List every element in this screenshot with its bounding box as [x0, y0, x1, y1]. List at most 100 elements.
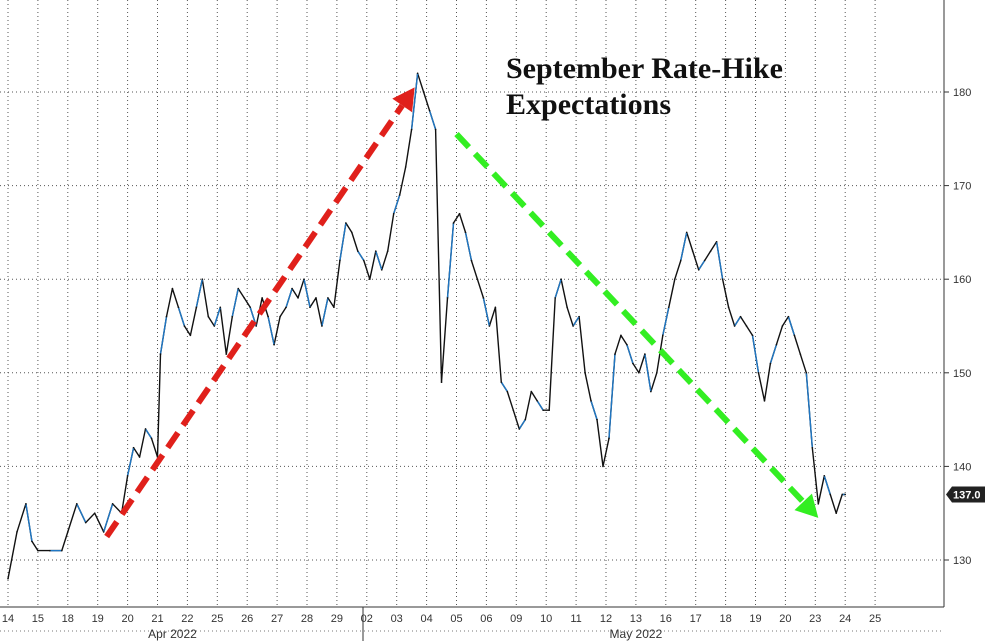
series-segment: [787, 316, 796, 336]
series-point: [566, 306, 568, 309]
series-segment: [76, 503, 87, 523]
series-point: [656, 372, 658, 374]
trend-arrow-shaft: [104, 103, 405, 539]
series-point: [16, 531, 18, 533]
x-tick-label: 15: [32, 613, 44, 625]
series-segment: [267, 316, 275, 345]
series-point: [404, 166, 407, 168]
series-segment: [213, 307, 221, 327]
series-segment: [518, 419, 526, 430]
series-point: [150, 437, 153, 440]
series-segment: [339, 222, 347, 261]
y-tick-label: 140: [953, 461, 971, 473]
series-point: [703, 259, 706, 262]
series-segment: [608, 354, 616, 439]
series-point: [351, 231, 353, 234]
series-point: [745, 325, 748, 327]
x-tick-label: 21: [151, 613, 163, 625]
x-tick-label: 27: [271, 613, 283, 625]
series-segment: [159, 316, 168, 355]
x-tick-label: 06: [480, 613, 492, 625]
series-point: [61, 549, 63, 552]
series-point: [279, 315, 281, 318]
series-point: [446, 297, 449, 299]
grid-lines: [0, 0, 944, 607]
series-point: [440, 381, 443, 383]
series-point: [363, 259, 365, 262]
series-line: [7, 72, 846, 580]
x-tick-label: 13: [630, 613, 642, 625]
x-tick-label: 29: [331, 613, 343, 625]
x-tick-label: 14: [2, 613, 14, 625]
series-point: [84, 521, 87, 524]
series-segment: [500, 381, 508, 392]
series-segment: [25, 503, 33, 542]
series-point: [327, 297, 329, 299]
series-point: [213, 325, 216, 327]
series-point: [512, 409, 515, 412]
series-segment: [126, 447, 135, 476]
month-label: May 2022: [610, 627, 663, 641]
series-point: [841, 493, 844, 496]
y-tick-label: 170: [953, 181, 971, 193]
y-tick-label: 130: [953, 555, 971, 567]
series-point: [620, 334, 622, 337]
series-point: [650, 390, 652, 393]
series-point: [368, 278, 371, 281]
series-point: [697, 269, 700, 271]
series-point: [751, 334, 754, 337]
series-point: [548, 409, 550, 412]
series-point: [632, 362, 634, 365]
series-point: [231, 315, 234, 318]
series-point: [679, 259, 682, 262]
series-point: [667, 306, 670, 309]
series-point: [662, 334, 664, 337]
series-point: [578, 315, 580, 318]
series-point: [739, 315, 742, 318]
x-tick-label: 11: [570, 613, 581, 625]
series-point: [303, 278, 305, 281]
series-point: [638, 372, 640, 374]
series-point: [144, 428, 147, 430]
chart-title: September Rate-Hike Expectations: [506, 52, 783, 121]
series-segment: [285, 288, 293, 308]
series-point: [219, 306, 222, 309]
series-point: [132, 446, 135, 449]
series-point: [608, 437, 610, 440]
last-value-badge: 137.0: [946, 486, 985, 503]
series-point: [844, 493, 846, 496]
series-point: [111, 503, 114, 505]
series-point: [685, 231, 688, 234]
series-point: [138, 456, 141, 458]
series-segment: [393, 194, 401, 214]
x-tick-label: 28: [301, 613, 313, 625]
series-point: [75, 503, 78, 505]
series-segment: [195, 279, 204, 308]
series-point: [769, 362, 772, 365]
series-point: [171, 287, 174, 290]
series-point: [189, 334, 192, 337]
series-point: [261, 297, 263, 299]
series-segment: [769, 344, 778, 364]
series-segment: [177, 307, 186, 327]
series-point: [67, 531, 69, 533]
x-tick-label: 18: [719, 613, 731, 625]
y-tick-label: 150: [953, 368, 971, 380]
series-point: [392, 212, 395, 215]
series-segment: [680, 232, 688, 261]
series-point: [339, 259, 341, 262]
series-point: [590, 400, 592, 402]
series-segment: [103, 503, 114, 533]
series-point: [781, 325, 784, 327]
series-segment: [375, 250, 383, 271]
last-value-label: 137.0: [953, 489, 981, 501]
x-tick-label: 03: [391, 613, 403, 625]
y-tick-label: 180: [953, 87, 971, 99]
series-point: [524, 418, 527, 421]
series-point: [458, 212, 461, 215]
series-point: [374, 250, 377, 252]
series-segment: [428, 110, 437, 130]
series-point: [554, 297, 556, 299]
series-point: [799, 353, 802, 355]
series-point: [273, 343, 275, 346]
